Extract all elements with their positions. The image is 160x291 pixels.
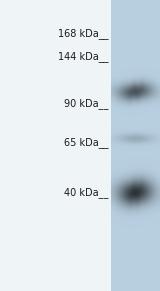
Text: 144 kDa__: 144 kDa__: [57, 51, 108, 62]
Text: 90 kDa__: 90 kDa__: [64, 98, 108, 109]
Text: 40 kDa__: 40 kDa__: [64, 187, 108, 198]
Text: 168 kDa__: 168 kDa__: [57, 28, 108, 39]
Text: 65 kDa__: 65 kDa__: [64, 137, 108, 148]
